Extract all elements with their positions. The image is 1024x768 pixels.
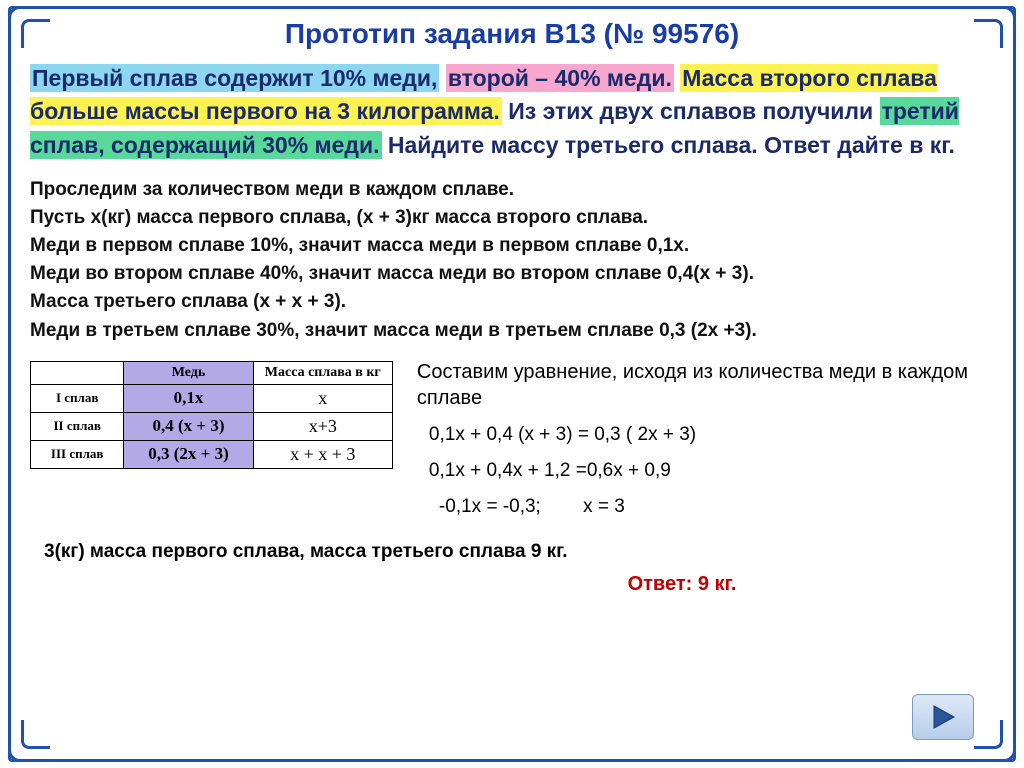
copper-cell: 0,1х <box>124 384 253 412</box>
slide-content: Прототип задания B13 (№ 99576) Первый сп… <box>30 18 994 750</box>
solution-line: Проследим за количеством меди в каждом с… <box>30 176 994 204</box>
mass-cell: х+3 <box>253 412 392 440</box>
solution-line: Пусть х(кг) масса первого сплава, (х + 3… <box>30 204 994 232</box>
solution-line: Меди в третьем сплаве 30%, значит масса … <box>30 317 994 345</box>
equation-line: 0,1х + 0,4 (х + 3) = 0,3 ( 2х + 3) <box>429 417 994 453</box>
table-header: Медь <box>124 361 253 384</box>
table-row: II сплав 0,4 (х + 3) х+3 <box>31 412 393 440</box>
problem-statement: Первый сплав содержит 10% меди, второй –… <box>30 62 994 162</box>
copper-cell: 0,3 (2х + 3) <box>124 440 253 468</box>
next-button[interactable] <box>912 694 974 740</box>
conclusion-text: 3(кг) масса первого сплава, масса третье… <box>44 541 994 563</box>
problem-seg-4: Из этих двух сплавов получили <box>502 98 880 124</box>
row-label: I сплав <box>31 384 124 412</box>
table-header: Масса сплава в кг <box>253 361 392 384</box>
solution-line: Меди во втором сплаве 40%, значит масса … <box>30 260 994 288</box>
table-row: I сплав 0,1х х <box>31 384 393 412</box>
row-label: II сплав <box>31 412 124 440</box>
data-table: Медь Масса сплава в кг I сплав 0,1х х II… <box>30 361 393 469</box>
problem-seg-6: Найдите массу третьего сплава. Ответ дай… <box>388 132 955 158</box>
problem-seg-2: второй – 40% меди. <box>446 64 674 92</box>
equation-line: -0,1х = -0,3; х = 3 <box>439 489 994 525</box>
table-row: III сплав 0,3 (2х + 3) х + х + 3 <box>31 440 393 468</box>
solution-line: Масса третьего сплава (х + х + 3). <box>30 288 994 316</box>
slide-title: Прототип задания B13 (№ 99576) <box>30 18 994 50</box>
answer-text: Ответ: 9 кг. <box>370 573 994 596</box>
mass-cell: х + х + 3 <box>253 440 392 468</box>
equation-line: 0,1х + 0,4х + 1,2 =0,6х + 0,9 <box>429 453 994 489</box>
mass-cell: х <box>253 384 392 412</box>
equations-block: Составим уравнение, исходя из количества… <box>417 357 994 525</box>
play-icon <box>928 702 958 732</box>
row-label: III сплав <box>31 440 124 468</box>
solution-text: Проследим за количеством меди в каждом с… <box>30 176 994 345</box>
problem-seg-1: Первый сплав содержит 10% меди, <box>30 64 439 92</box>
table-header-row: Медь Масса сплава в кг <box>31 361 393 384</box>
solution-line: Меди в первом сплаве 10%, значит масса м… <box>30 232 994 260</box>
equations-lead: Составим уравнение, исходя из количества… <box>417 359 994 411</box>
table-header <box>31 361 124 384</box>
copper-cell: 0,4 (х + 3) <box>124 412 253 440</box>
